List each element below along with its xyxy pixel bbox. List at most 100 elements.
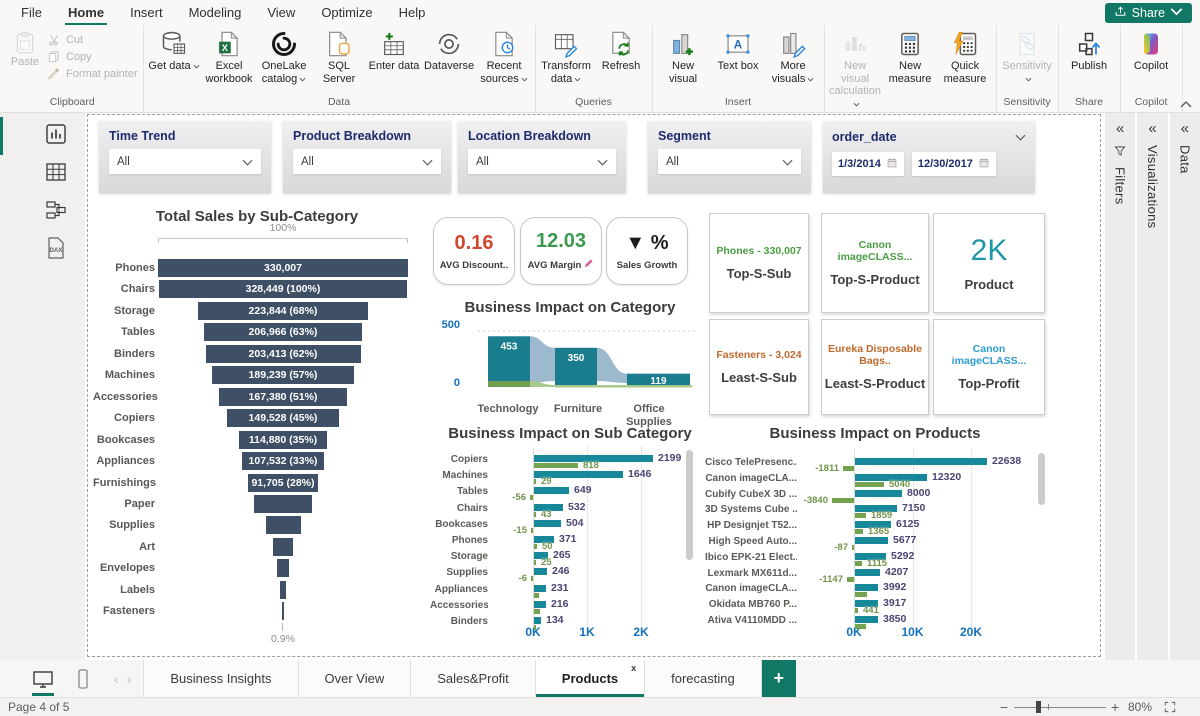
start-date-input[interactable]: 1/3/2014 [832,152,904,176]
bar[interactable] [534,503,563,511]
menu-help[interactable]: Help [398,5,426,20]
tab-forecasting[interactable]: forecasting [645,660,762,697]
info-card-top-profit[interactable]: Canon imageCLASS... Top-Profit [933,319,1045,415]
funnel-bar[interactable] [158,280,408,299]
zoom-slider-handle[interactable] [1036,701,1041,713]
bar[interactable] [534,455,653,462]
bar[interactable] [855,473,927,481]
bar-secondary[interactable] [534,511,536,517]
report-canvas[interactable]: order_date 1/3/2014 12/30/2017 Total Sal… [85,113,1105,660]
bar[interactable] [855,521,891,529]
bar[interactable] [534,568,547,576]
bar[interactable] [534,600,546,608]
bar-secondary[interactable] [534,479,536,485]
tab-over-view[interactable]: Over View [298,660,412,697]
text-box-button[interactable]: A Text box [711,27,766,73]
funnel-bar[interactable] [265,516,301,535]
bar-secondary[interactable] [843,466,854,471]
desktop-view-button[interactable] [30,667,56,696]
bar[interactable] [534,471,623,479]
get-data-button[interactable]: Get data [147,27,202,73]
add-page-button[interactable]: + [761,660,796,697]
menu-view[interactable]: View [267,5,296,20]
tab-business-insights[interactable]: Business Insights [143,660,299,697]
publish-button[interactable]: Publish [1062,27,1117,73]
bar[interactable] [855,505,897,513]
new-visual-button[interactable]: New visual [656,27,711,85]
model-view-button[interactable] [44,198,68,222]
slicer-dropdown[interactable]: All [658,149,801,174]
calendar-icon[interactable] [978,157,990,172]
bar-secondary[interactable] [534,625,536,630]
pane-visualizations[interactable]: « Visualizations [1137,113,1168,660]
expand-pane-icon[interactable]: « [1148,120,1157,137]
bar[interactable] [534,584,546,592]
bar[interactable] [534,519,561,527]
menu-home[interactable]: Home [55,1,117,25]
table-view-button[interactable] [44,160,68,184]
more-visuals-button[interactable]: More visuals [766,27,821,85]
collapse-ribbon-icon[interactable] [1180,95,1192,108]
bar[interactable] [855,489,902,497]
excel-workbook-button[interactable]: X Excel workbook [202,27,257,85]
slicer-dropdown[interactable]: All [293,149,441,174]
menu-modeling[interactable]: Modeling [188,5,242,20]
page-nav-back-icon[interactable]: ‹ [114,670,119,687]
bar-secondary[interactable] [531,576,533,582]
page-nav-forward-icon[interactable]: › [126,670,132,687]
quick-measure-button[interactable]: Quick measure [938,27,993,85]
enter-data-button[interactable]: Enter data [367,27,422,73]
dax-query-view-button[interactable]: DAX [44,236,68,260]
funnel-bar[interactable] [219,387,347,406]
cut-button[interactable]: Cut [47,33,138,47]
subcategory-bar-chart[interactable]: 0K 1K 2K Copiers 2199 818 Machines 1646 29 Tables… [430,439,700,649]
bar[interactable] [534,487,569,495]
sensitivity-button[interactable]: Sensitivity [1000,27,1055,85]
slicer-dropdown[interactable]: All [468,149,616,174]
category-ribbon-chart[interactable]: 453 350 119 [450,323,700,395]
zoom-in-button[interactable]: + [1111,699,1120,715]
funnel-bar[interactable] [254,494,312,513]
mobile-view-button[interactable] [70,667,96,691]
menu-optimize[interactable]: Optimize [321,5,373,20]
bar[interactable] [855,537,888,544]
zoom-level[interactable]: 80% [1128,700,1153,714]
bar[interactable] [855,584,878,592]
bar[interactable] [855,616,878,623]
funnel-bar[interactable] [205,344,361,363]
bar-secondary[interactable] [534,463,578,468]
format-painter-button[interactable]: Format painter [47,67,138,81]
sql-server-button[interactable]: SQL Server [312,27,367,85]
funnel-bar[interactable] [211,366,355,385]
funnel-bar[interactable] [281,602,285,621]
bar[interactable] [855,458,987,465]
funnel-bar[interactable] [204,323,362,342]
chevron-down-icon[interactable] [1015,128,1026,146]
bar-secondary[interactable] [855,624,866,629]
scrollbar[interactable] [1038,453,1045,505]
dataverse-button[interactable]: Dataverse [422,27,477,73]
funnel-bar[interactable] [248,473,318,492]
paste-button[interactable]: Paste [5,27,45,69]
fit-to-page-icon[interactable] [1163,700,1177,714]
products-bar-chart[interactable]: 0K 10K 20K Cisco TelePresenc... 22638 -1811 Ca… [705,439,1055,649]
funnel-chart[interactable]: 100% Phones 330,007 Chairs 328,449 (100%) Sto… [93,205,513,657]
end-date-input[interactable]: 12/30/2017 [911,152,996,176]
refresh-button[interactable]: Refresh [594,27,649,73]
info-card-least-s-sub[interactable]: Fasteners - 3,024 Least-S-Sub [709,319,809,415]
expand-pane-icon[interactable]: « [1115,120,1125,137]
funnel-bar[interactable] [198,301,368,320]
funnel-bar[interactable] [158,259,408,277]
calendar-icon[interactable] [886,157,898,172]
menu-file[interactable]: File [21,5,42,20]
bar[interactable] [534,536,554,543]
bar-secondary[interactable] [855,529,863,535]
bar-secondary[interactable] [832,497,854,503]
bar[interactable] [855,600,878,608]
close-tab-icon[interactable]: x [631,663,637,673]
bar-secondary[interactable] [534,544,537,549]
bar-secondary[interactable] [530,495,533,501]
bar-secondary[interactable] [855,608,858,614]
info-card-least-s-product[interactable]: Eureka Disposable Bags.. Least-S-Product [821,319,929,415]
bar-secondary[interactable] [852,545,854,550]
